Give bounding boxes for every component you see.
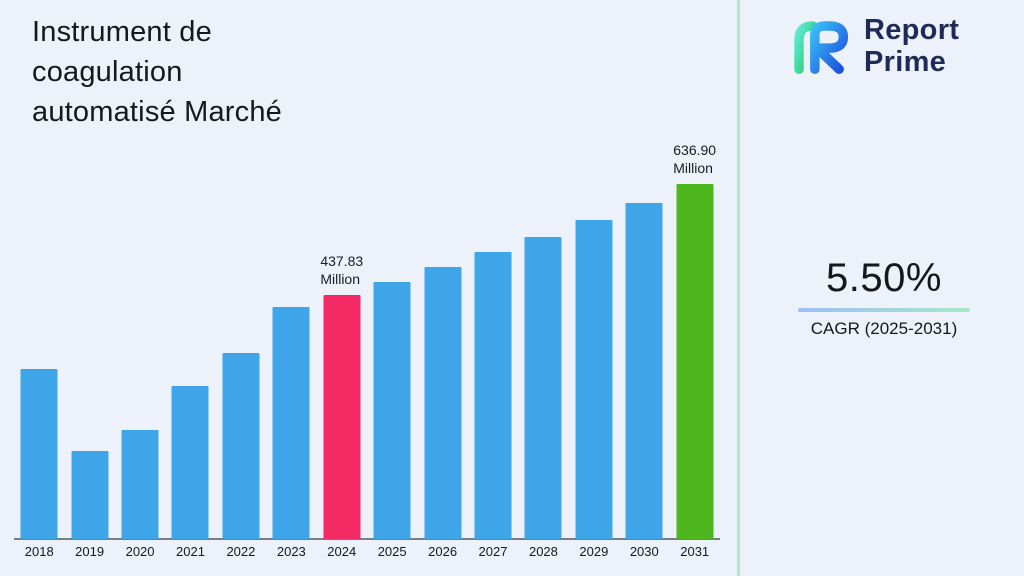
bar-slot-2024: 437.83 Million 2024 — [317, 150, 367, 562]
bar-slot-2025: 2025 — [367, 150, 417, 562]
bar-2018 — [20, 369, 58, 539]
bar-value-label-2031: 636.90 Million — [673, 142, 717, 176]
bar-slot-2020: 2020 — [115, 150, 165, 562]
bar-slot-2023: 2023 — [266, 150, 316, 562]
vertical-divider — [737, 0, 740, 576]
x-tick-2020: 2020 — [125, 544, 155, 559]
x-axis-line — [14, 538, 720, 540]
bar-value-label-2024: 437.83 Million — [320, 253, 364, 287]
page-title-line1: Instrument de — [32, 16, 212, 48]
x-tick-2022: 2022 — [226, 544, 256, 559]
cagr-panel: 5.50% CAGR (2025-2031) — [798, 256, 970, 339]
x-tick-2018: 2018 — [24, 544, 54, 559]
x-tick-2026: 2026 — [428, 544, 458, 559]
bar-2030 — [625, 203, 663, 539]
x-tick-2019: 2019 — [75, 544, 105, 559]
bar-2029 — [575, 220, 613, 539]
report-prime-logo-icon — [794, 21, 849, 74]
bar-2028 — [524, 237, 562, 539]
page-title-line2: coagulation — [32, 56, 183, 88]
bar-slot-2019: 2019 — [64, 150, 114, 562]
wordmark-line1: Report — [864, 14, 960, 46]
bar-slot-2031: 636.90 Million 2031 — [669, 142, 719, 562]
cagr-label: CAGR (2025-2031) — [810, 319, 958, 338]
bar-2027 — [474, 252, 512, 539]
bar-slot-2021: 2021 — [165, 150, 215, 562]
bar-2031 — [676, 184, 714, 539]
x-tick-2027: 2027 — [478, 544, 508, 559]
bar-2025 — [373, 282, 411, 539]
bar-2020 — [121, 430, 159, 539]
bar-slot-2030: 2030 — [619, 150, 669, 562]
cagr-underline — [798, 308, 970, 312]
wordmark-line2: Prime — [864, 46, 947, 78]
bar-2024 — [323, 295, 361, 539]
bar-2023 — [272, 307, 310, 539]
bar-2022 — [222, 353, 260, 539]
page-title-line3: automatisé Marché — [32, 96, 283, 128]
bar-slot-2022: 2022 — [216, 150, 266, 562]
bar-2019 — [71, 451, 109, 539]
bar-2021 — [171, 386, 209, 539]
x-tick-2021: 2021 — [176, 544, 205, 559]
x-tick-2031: 2031 — [680, 544, 710, 559]
bar-2026 — [424, 267, 462, 539]
bar-slot-2029: 2029 — [569, 150, 619, 562]
x-tick-2025: 2025 — [377, 544, 407, 559]
bar-slot-2026: 2026 — [417, 150, 467, 562]
page-title: Instrument de coagulation automatisé Mar… — [32, 12, 282, 132]
x-tick-2024: 2024 — [327, 544, 357, 559]
report-prime-logo: Report Prime — [780, 8, 959, 84]
bar-slot-2028: 2028 — [518, 150, 568, 562]
bar-slot-2027: 2027 — [468, 150, 518, 562]
bar-slot-2018: 2018 — [14, 150, 64, 562]
bar-chart: 2018 2019 2020 2021 2022 2023 437.83 Million 20… — [14, 142, 720, 562]
x-tick-2028: 2028 — [528, 544, 558, 559]
x-tick-2029: 2029 — [579, 544, 609, 559]
x-tick-2030: 2030 — [629, 544, 659, 559]
cagr-value: 5.50% — [826, 256, 942, 300]
report-prime-wordmark: Report Prime — [864, 14, 959, 78]
x-tick-2023: 2023 — [276, 544, 306, 559]
